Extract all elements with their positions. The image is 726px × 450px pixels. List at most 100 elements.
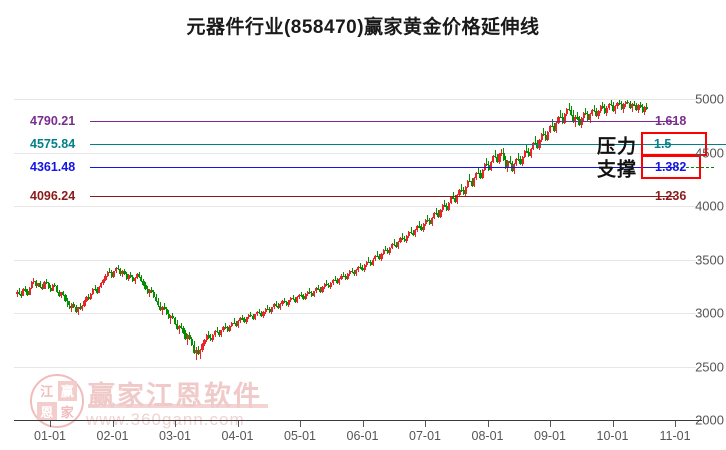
candlestick-body: [268, 309, 271, 312]
candlestick-body: [441, 205, 444, 211]
candlestick-body: [136, 274, 139, 278]
candlestick-body: [527, 151, 531, 157]
candlestick-wick: [477, 166, 479, 175]
x-axis-tick-mark: [675, 420, 676, 427]
candlestick-body: [161, 306, 164, 310]
candlestick-body: [361, 267, 364, 271]
candlestick-wick: [385, 245, 387, 252]
candlestick-wick: [161, 305, 163, 316]
candlestick-body: [302, 295, 305, 299]
candlestick-body: [498, 154, 501, 163]
fib-price-label: 4361.48: [30, 160, 76, 175]
candlestick-body: [51, 284, 54, 291]
candlestick-body: [384, 249, 387, 252]
candlestick-body: [462, 190, 465, 195]
fib-level-line[interactable]: [90, 195, 675, 197]
candlestick-body: [412, 232, 415, 236]
candlestick-body: [165, 308, 168, 314]
candlestick-body: [430, 217, 434, 225]
candlestick-body: [104, 275, 107, 280]
candlestick-body: [79, 307, 82, 309]
y-axis-tick-label: 2000: [695, 412, 724, 428]
candlestick-body: [437, 213, 440, 217]
candlestick-body: [272, 304, 276, 308]
support-annotation: 支撑: [597, 159, 638, 181]
watermark-url: www.360gann.com: [86, 410, 245, 429]
candlestick-body: [195, 350, 198, 353]
candlestick-body: [622, 104, 625, 109]
candlestick-wick: [551, 119, 553, 128]
candlestick-wick: [393, 239, 395, 246]
candlestick-body: [222, 326, 225, 331]
resistance-annotation: 压力: [597, 136, 638, 158]
candlestick-wick: [334, 276, 336, 282]
candlestick-body: [211, 335, 215, 341]
candlestick-wick: [178, 324, 180, 335]
candlestick-wick: [164, 303, 166, 310]
candlestick-body: [365, 261, 368, 266]
candlestick-body: [114, 268, 118, 272]
candlestick-body: [616, 102, 619, 106]
fib-level-line[interactable]: [90, 144, 726, 146]
candlestick-body: [401, 238, 404, 240]
candlestick-body: [108, 271, 111, 273]
candlestick-wick: [461, 184, 463, 192]
candlestick-body: [479, 173, 482, 178]
candlestick-body: [123, 271, 126, 274]
candlestick-wick: [18, 288, 20, 295]
candlestick-body: [422, 224, 425, 231]
page-title: 元器件行业(858470)赢家黄金价格延伸线: [186, 17, 540, 38]
candlestick-body: [506, 161, 509, 168]
x-axis-tick-label: 02-01: [96, 429, 129, 443]
candlestick-body: [500, 152, 503, 155]
candlestick-body: [329, 282, 333, 288]
candlestick-body: [325, 284, 328, 286]
candlestick-body: [58, 292, 61, 296]
candlestick-body: [49, 287, 52, 291]
candlestick-body: [62, 292, 65, 296]
candlestick-body: [317, 288, 320, 290]
candlestick-body: [163, 306, 166, 309]
candlestick-body: [224, 326, 227, 329]
x-axis-tick-label: 06-01: [346, 429, 379, 443]
candlestick-body: [645, 107, 649, 109]
candlestick-wick: [292, 294, 294, 301]
candlestick-body: [68, 305, 71, 309]
candlestick-body: [83, 301, 86, 306]
candlestick-body: [620, 103, 623, 109]
fib-highlight-box[interactable]: [641, 155, 701, 180]
candlestick-wick: [646, 103, 648, 110]
candlestick-body: [433, 212, 436, 218]
x-axis-tick-label: 08-01: [471, 429, 504, 443]
candlestick-body: [605, 107, 608, 113]
candlestick-body: [15, 292, 19, 294]
candlestick-body: [519, 159, 522, 165]
candlestick-body: [494, 156, 497, 158]
candlestick-body: [18, 292, 21, 294]
candlestick-body: [32, 280, 35, 283]
candlestick-wick: [402, 233, 404, 240]
candlestick-body: [336, 280, 339, 284]
fib-price-label: 4575.84: [30, 137, 76, 152]
candlestick-body: [502, 152, 505, 160]
candlestick-body: [523, 151, 526, 157]
candlestick-wick: [509, 155, 511, 165]
fib-level-line[interactable]: [90, 167, 675, 169]
candlestick-body: [551, 125, 554, 127]
gridline: [14, 366, 696, 368]
x-axis-tick-label: 10-01: [596, 429, 629, 443]
candlestick-body: [641, 107, 644, 112]
candlestick-body: [561, 117, 564, 123]
candlestick-wick: [494, 150, 496, 158]
candlestick-body: [487, 164, 491, 170]
candlestick-wick: [326, 280, 328, 286]
candlestick-body: [477, 172, 480, 175]
candlestick-body: [327, 284, 330, 288]
candlestick-body: [610, 103, 613, 105]
candlestick-body: [517, 158, 520, 161]
candlestick-body: [445, 206, 448, 210]
fib-level-line[interactable]: [90, 121, 675, 123]
candlestick-body: [475, 172, 478, 179]
candlestick-body: [182, 327, 185, 334]
candlestick-wick: [343, 271, 345, 278]
